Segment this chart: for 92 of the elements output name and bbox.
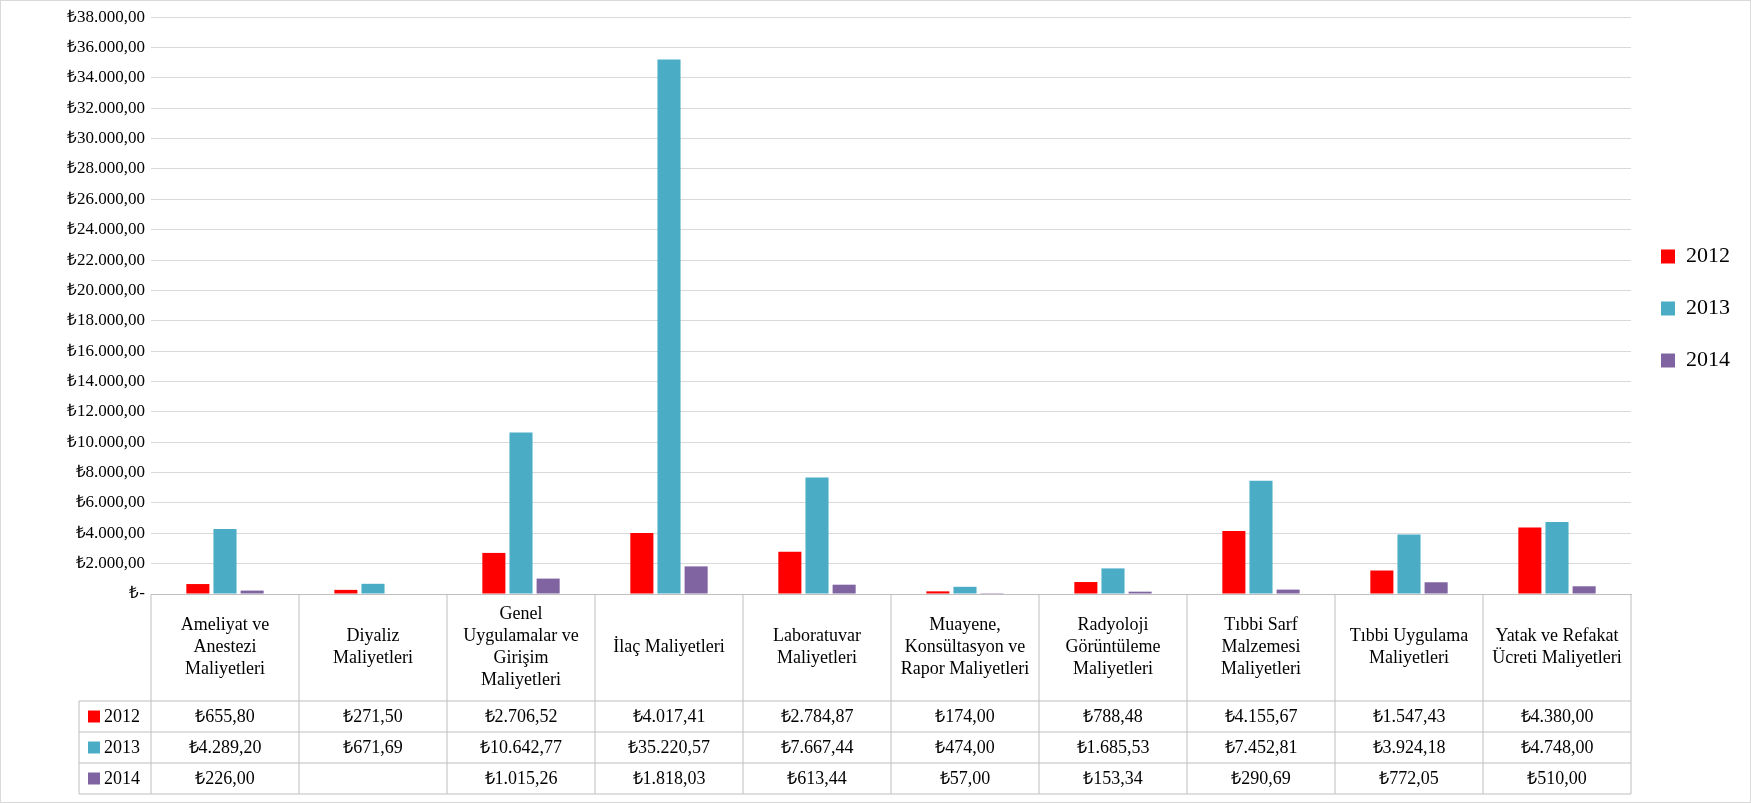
bar: [1518, 527, 1542, 594]
x-tick-label: İlaç Maliyetleri: [613, 636, 725, 657]
y-tick-label: ₺14.000,00: [67, 370, 145, 390]
y-tick-label: ₺2.000,00: [75, 553, 145, 573]
y-tick-label: ₺38.000,00: [67, 6, 145, 26]
x-tick-label: Radyoloji Görüntüleme Maliyetleri: [1065, 614, 1161, 679]
y-tick-label: ₺4.000,00: [75, 522, 145, 542]
bar: [1545, 521, 1569, 594]
data-label: ₺174,00: [935, 706, 995, 727]
y-tick-label: ₺32.000,00: [67, 97, 145, 117]
bar: [805, 477, 829, 594]
bar: [361, 583, 385, 594]
legend-label: 2012: [104, 706, 140, 727]
data-label: ₺1.818,03: [632, 768, 706, 789]
data-label: ₺4.380,00: [1520, 706, 1594, 727]
x-tick-label: Laboratuvar Maliyetleri: [773, 625, 861, 668]
data-label: ₺57,00: [939, 768, 991, 789]
bar: [832, 584, 856, 594]
data-label: ₺613,44: [787, 768, 847, 789]
x-tick-label: Tıbbi Sarf Malzemesi Maliyetleri: [1221, 614, 1301, 679]
y-tick-label: ₺16.000,00: [67, 340, 145, 360]
bar: [1074, 582, 1098, 594]
bar: [1572, 586, 1596, 594]
data-label: ₺2.706,52: [484, 706, 558, 727]
data-label: ₺655,80: [195, 706, 255, 727]
y-tick-label: ₺22.000,00: [67, 249, 145, 269]
x-tick-label: Ameliyat ve Anestezi Maliyetleri: [180, 614, 270, 679]
x-tick-label: Genel Uygulamalar ve Girişim Maliyetleri: [463, 603, 579, 690]
data-label: ₺271,50: [343, 706, 403, 727]
data-label: ₺2.784,87: [780, 706, 854, 727]
text: 2014: [1686, 346, 1730, 372]
data-label: ₺7.452,81: [1224, 737, 1298, 758]
y-tick-label: ₺34.000,00: [67, 67, 145, 87]
y-tick-label: ₺24.000,00: [67, 219, 145, 239]
bar: [1397, 534, 1421, 594]
bar: [630, 533, 654, 594]
bar: [213, 528, 237, 594]
bar: [778, 551, 802, 594]
y-tick-label: ₺26.000,00: [67, 188, 145, 208]
x-tick-label: Muayene, Konsültasyon ve Rapor Maliyetleri: [900, 614, 1030, 679]
y-tick-label: ₺-: [129, 583, 146, 603]
text: 2013: [104, 737, 140, 758]
data-label: ₺510,00: [1527, 768, 1587, 789]
data-label: ₺474,00: [935, 737, 995, 758]
y-tick-label: ₺12.000,00: [67, 401, 145, 421]
bar: [1424, 582, 1448, 594]
legend-label: 2013: [1686, 294, 1730, 320]
data-label: ₺1.547,43: [1372, 706, 1446, 727]
data-label: ₺7.667,44: [780, 737, 854, 758]
bar: [1222, 530, 1246, 594]
bar: [482, 552, 506, 594]
x-tick-label: Diyaliz Maliyetleri: [333, 625, 413, 668]
bar: [1101, 568, 1125, 594]
data-label: ₺1.685,53: [1076, 737, 1150, 758]
bar: [334, 589, 358, 594]
data-label: ₺4.289,20: [188, 737, 262, 758]
y-tick-label: ₺28.000,00: [67, 158, 145, 178]
y-tick-label: ₺10.000,00: [67, 431, 145, 451]
bar: [953, 586, 977, 594]
y-tick-label: ₺6.000,00: [75, 492, 145, 512]
text: 2012: [1686, 242, 1730, 268]
data-label: ₺226,00: [195, 768, 255, 789]
bar: [1276, 589, 1300, 594]
data-label: ₺290,69: [1231, 768, 1291, 789]
data-label: ₺153,34: [1083, 768, 1143, 789]
data-label: ₺1.015,26: [484, 768, 558, 789]
bar: [657, 59, 681, 594]
data-label: ₺3.924,18: [1372, 737, 1446, 758]
y-tick-label: ₺8.000,00: [75, 462, 145, 482]
data-label: ₺4.748,00: [1520, 737, 1594, 758]
bar: [1249, 480, 1273, 594]
bar: [684, 566, 708, 594]
bar: [536, 578, 560, 594]
legend-label: 2014: [104, 768, 140, 789]
bar: [186, 584, 210, 594]
bar: [240, 590, 264, 594]
data-label: ₺788,48: [1083, 706, 1143, 727]
data-label: ₺772,05: [1379, 768, 1439, 789]
bar: [1370, 570, 1394, 594]
x-tick-label: Yatak ve Refakat Ücreti Maliyetleri: [1492, 625, 1622, 668]
data-label: ₺10.642,77: [480, 737, 562, 758]
y-tick-label: ₺36.000,00: [67, 37, 145, 57]
data-label: ₺4.155,67: [1224, 706, 1298, 727]
y-tick-label: ₺20.000,00: [67, 279, 145, 299]
x-tick-label: Tıbbi Uygulama Maliyetleri: [1349, 625, 1469, 668]
y-tick-label: ₺18.000,00: [67, 310, 145, 330]
y-tick-label: ₺30.000,00: [67, 128, 145, 148]
data-label: ₺35.220,57: [628, 737, 710, 758]
data-label: ₺671,69: [343, 737, 403, 758]
bar: [926, 591, 950, 594]
bar: [509, 432, 533, 594]
data-label: ₺4.017,41: [632, 706, 706, 727]
